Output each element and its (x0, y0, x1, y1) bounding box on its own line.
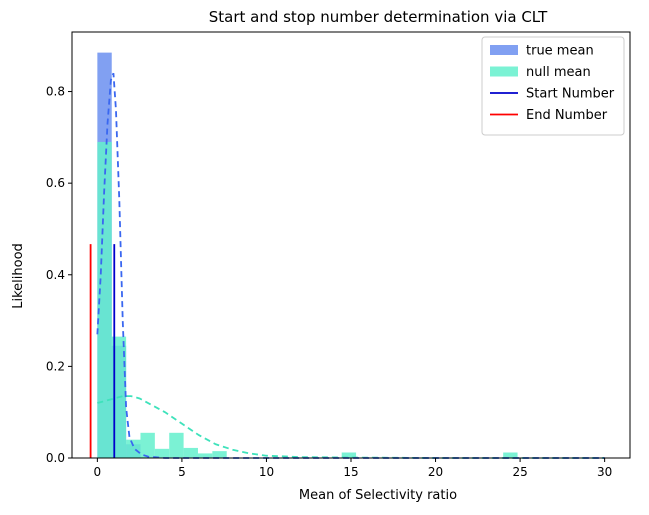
x-tick-label: 10 (259, 465, 274, 479)
y-tick-label: 0.2 (46, 359, 65, 373)
x-axis-label: Mean of Selectivity ratio (299, 488, 457, 503)
y-tick-label: 0.6 (46, 176, 65, 190)
null-mean-bar (140, 432, 155, 458)
plot-area (89, 52, 605, 459)
null-mean-bar (154, 448, 170, 458)
legend-box (481, 36, 625, 136)
x-tick-label: 5 (178, 465, 186, 479)
x-tick-label: 20 (428, 465, 443, 479)
legend-label: End Number (526, 108, 608, 123)
y-tick-label: 0.0 (46, 451, 65, 465)
axes: 0 5 10 15 20 25 30 0.0 0.2 0.4 0.6 0.8 (46, 31, 631, 479)
null-mean-bar (183, 447, 198, 458)
null-mean-bar (169, 432, 184, 458)
legend: true mean null mean Start Number End Numbe… (481, 36, 625, 136)
y-axis-label: Likelihood (11, 243, 26, 309)
x-tick-label: 25 (512, 465, 527, 479)
legend-label: true mean (526, 44, 594, 59)
true-mean-kde-line (96, 72, 605, 459)
null-mean-bar (197, 453, 213, 458)
null-mean-kde-line (97, 395, 605, 459)
y-tick-label: 0.4 (46, 268, 65, 282)
null-mean-bar (212, 451, 227, 458)
legend-swatch (490, 66, 518, 77)
y-tick-label: 0.8 (46, 85, 65, 99)
x-tick-label: 15 (343, 465, 358, 479)
null-mean-bar (126, 439, 141, 458)
x-tick-label: 0 (94, 465, 102, 479)
null-mean-bar (97, 141, 112, 458)
legend-label: null mean (526, 65, 591, 80)
null-mean-bar (503, 452, 518, 458)
null-mean-bar (341, 452, 357, 458)
x-tick-label: 30 (597, 465, 612, 479)
legend-label: Start Number (526, 87, 615, 102)
chart-title: Start and stop number determination via … (209, 8, 548, 26)
legend-swatch (490, 45, 518, 55)
